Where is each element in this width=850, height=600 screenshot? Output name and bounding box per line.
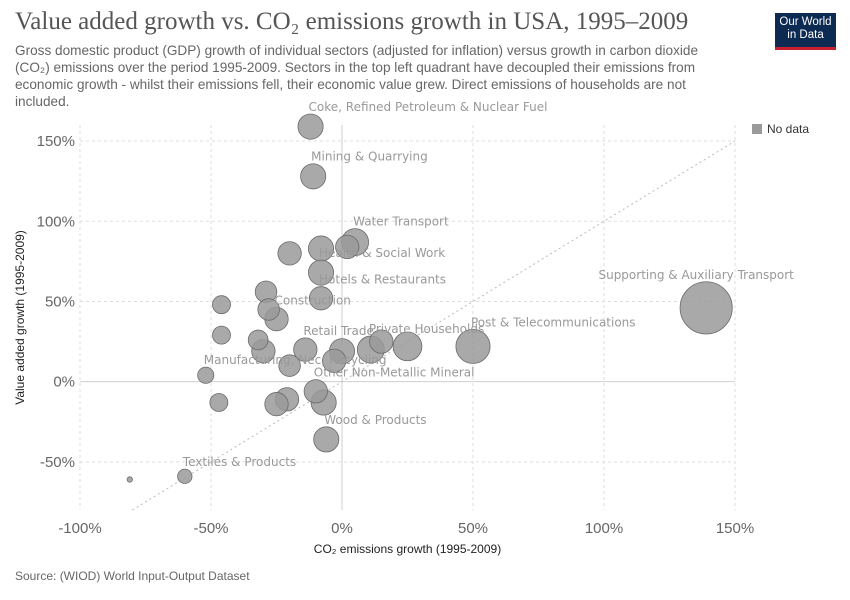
data-point [455, 328, 491, 364]
y-tick-label: 150% [37, 133, 75, 150]
chart-subtitle: Gross domestic product (GDP) growth of i… [15, 43, 699, 109]
x-tick-label: 150% [716, 520, 754, 537]
legend-swatch [752, 124, 762, 134]
data-point [126, 476, 133, 483]
data-point [177, 468, 193, 484]
point-label: Coke, Refined Petroleum & Nuclear Fuel [309, 100, 548, 114]
y-axis-label: Value added growth (1995-2009) [13, 230, 27, 405]
x-tick-label: -50% [193, 520, 228, 537]
point-label: Private Households [369, 322, 484, 336]
data-point [313, 426, 340, 453]
data-point [197, 366, 215, 384]
owid-logo[interactable]: Our World in Data [775, 13, 836, 50]
data-point [264, 392, 289, 417]
data-point [308, 259, 335, 286]
data-point [335, 234, 360, 260]
data-point [322, 348, 347, 373]
grid [79, 125, 736, 510]
point-label: Construction [275, 293, 351, 307]
point-label: Supporting & Auxiliary Transport [598, 268, 794, 282]
x-tick-label: -100% [58, 520, 101, 537]
legend[interactable]: No data [752, 122, 809, 136]
data-point [293, 337, 318, 362]
point-label: Health & Social Work [319, 246, 445, 260]
data-point [297, 113, 324, 140]
data-point [392, 331, 423, 362]
data-point [277, 241, 302, 266]
data-point [257, 298, 280, 321]
x-tick-label: 100% [585, 520, 623, 537]
data-point [247, 329, 269, 351]
data-point [300, 163, 327, 190]
data-point [308, 286, 334, 311]
point-label: Hotels & Restaurants [319, 273, 446, 287]
axes: -100% -50% 0% 50% 100% 150% -50% 0% 50% 100% 150% [37, 125, 754, 537]
y-tick-label: 100% [37, 213, 75, 230]
x-axis-label: CO₂ emissions growth (1995-2009) [314, 542, 501, 556]
point-label: Textiles & Products [182, 455, 296, 469]
point-label: Other Non-Metallic Mineral [314, 366, 475, 380]
data-points [126, 113, 733, 484]
x-tick-label: 0% [331, 520, 353, 537]
data-point [212, 325, 231, 345]
data-point [679, 281, 733, 335]
point-label: Mining & Quarrying [311, 150, 428, 164]
data-point [209, 393, 229, 412]
data-point [369, 329, 394, 354]
chart-title: Value added growth vs. CO₂ emissions gro… [15, 8, 689, 35]
legend-label: No data [767, 122, 810, 136]
data-point [278, 354, 301, 377]
x-tick-label: 50% [458, 520, 488, 537]
point-label: Water Transport [353, 215, 449, 229]
point-labels: Coke, Refined Petroleum & Nuclear Fuel Mi… [182, 100, 794, 469]
data-point [303, 379, 328, 404]
logo-line-2: in Data [787, 29, 824, 41]
point-label: Retail Trade [303, 324, 374, 338]
point-label: Manufacturing, Nec; Recycling [204, 353, 387, 367]
y-tick-label: 0% [53, 374, 75, 391]
point-label: Wood & Products [324, 413, 426, 427]
y-tick-label: -50% [40, 454, 75, 471]
point-label: Post & Telecommunications [471, 315, 636, 329]
source-note: Source: (WIOD) World Input-Output Datase… [15, 569, 250, 583]
y-tick-label: 50% [45, 293, 75, 310]
data-point [212, 295, 231, 315]
logo-line-1: Our World [779, 16, 832, 28]
